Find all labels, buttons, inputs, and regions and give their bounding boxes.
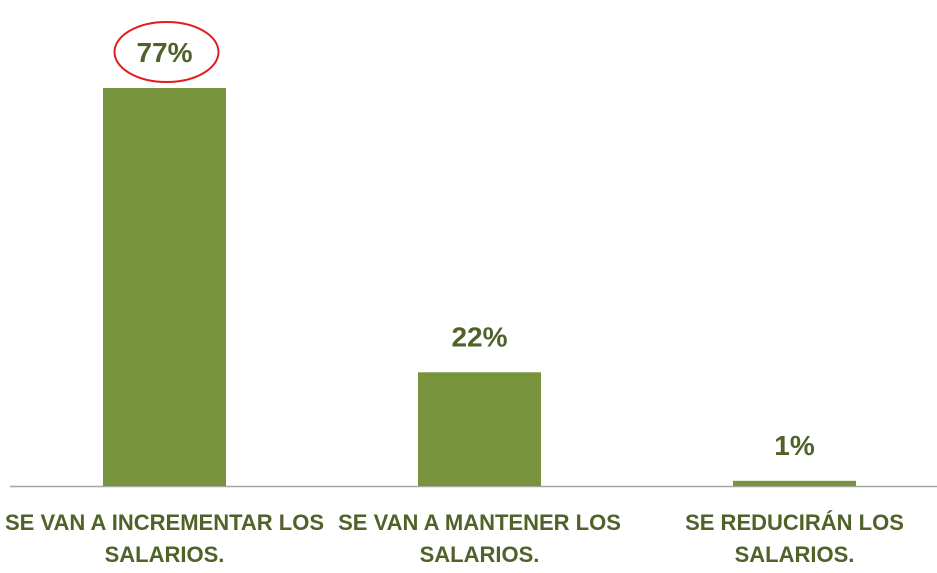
x-tick-label: SE VAN A MANTENER LOS SALARIOS. [338, 510, 621, 567]
bar [103, 88, 226, 486]
x-tick-label: SE REDUCIRÁN LOS SALARIOS. [685, 510, 904, 567]
data-label: 22% [451, 321, 507, 352]
x-tick-label: SE VAN A INCREMENTAR LOS SALARIOS. [4, 510, 324, 567]
data-label: 77% [136, 37, 192, 68]
data-label: 1% [774, 430, 815, 461]
highlight-circle [113, 21, 220, 83]
bar [418, 372, 541, 486]
bar [733, 480, 856, 486]
